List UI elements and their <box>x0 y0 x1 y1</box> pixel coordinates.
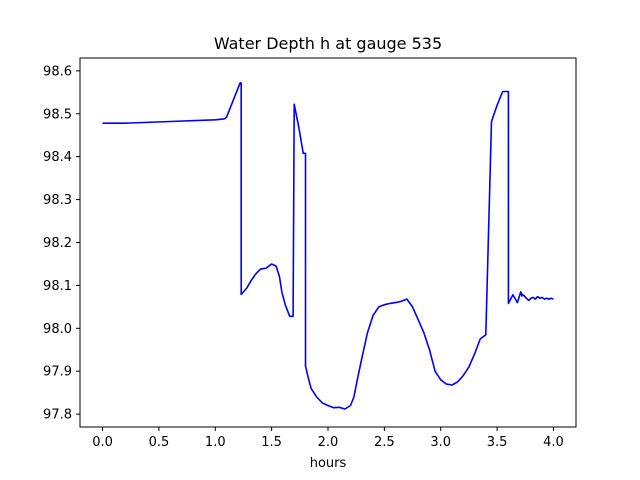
x-axis-ticks: 0.0 0.5 1.0 1.5 2.0 2.5 3.0 3.5 4.0 <box>92 427 564 450</box>
x-tick-label: 3.0 <box>430 435 451 450</box>
x-tick-label: 4.0 <box>543 435 564 450</box>
y-tick-label: 98.4 <box>43 150 72 165</box>
x-tick-label: 1.5 <box>261 435 282 450</box>
axes: 0.0 0.5 1.0 1.5 2.0 2.5 3.0 3.5 4.0 97.8 97.9 98.0… <box>43 57 577 450</box>
y-tick-label: 97.8 <box>43 408 72 423</box>
x-tick-label: 2.5 <box>374 435 395 450</box>
x-tick-label: 3.5 <box>487 435 508 450</box>
series-line <box>102 82 554 410</box>
x-tick-label: 0.0 <box>92 435 113 450</box>
x-tick-label: 1.0 <box>205 435 226 450</box>
y-axis-ticks: 97.8 97.9 98.0 98.1 98.2 98.3 98.4 98.5 98.6 <box>43 64 80 423</box>
x-axis-label: hours <box>310 456 347 471</box>
y-tick-label: 98.6 <box>43 64 72 79</box>
y-tick-label: 98.1 <box>43 279 72 294</box>
x-tick-label: 2.0 <box>318 435 339 450</box>
chart-title: Water Depth h at gauge 535 <box>214 34 442 53</box>
plot-area <box>102 82 554 410</box>
y-tick-label: 97.9 <box>43 365 72 380</box>
y-tick-label: 98.0 <box>43 322 72 337</box>
y-tick-label: 98.3 <box>43 193 72 208</box>
y-tick-label: 98.2 <box>43 236 72 251</box>
plot-frame <box>79 57 577 428</box>
y-tick-label: 98.5 <box>43 107 72 122</box>
x-tick-label: 0.5 <box>149 435 170 450</box>
